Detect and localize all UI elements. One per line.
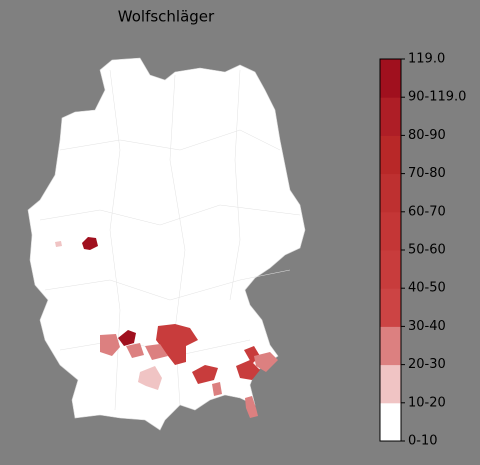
colorbar-band: [380, 97, 401, 136]
tick-label: 119.0: [408, 52, 445, 67]
colorbar-ticks: 0-10 10-20 20-30 30-40 40-50 50-60 60-70 70-80 8…: [401, 52, 466, 449]
tick-label: 20-30: [408, 357, 446, 372]
colorbar-band: [380, 288, 401, 327]
tick-label: 60-70: [408, 204, 446, 219]
tick-label: 40-50: [408, 281, 446, 296]
tick-label: 0-10: [408, 434, 438, 449]
tick-label: 50-60: [408, 243, 446, 258]
colorbar-band: [380, 59, 401, 98]
colorbar-band: [380, 250, 401, 289]
colorbar-band: [380, 135, 401, 175]
tick-label: 70-80: [408, 166, 446, 181]
district-lines: [39, 69, 301, 411]
colorbar-band: [380, 211, 401, 251]
tick-label: 10-20: [408, 395, 446, 410]
tick-label: 80-90: [408, 128, 446, 143]
colorbar-band: [380, 402, 401, 442]
map-title: Wolfschläger: [118, 8, 215, 26]
colorbar-band: [380, 364, 401, 404]
regions: [55, 237, 278, 418]
tick-label: 30-40: [408, 319, 446, 334]
tick-label: 90-119.0: [408, 90, 466, 105]
colorbar: [380, 59, 401, 442]
colorbar-band: [380, 326, 401, 366]
colorbar-band: [380, 173, 401, 213]
